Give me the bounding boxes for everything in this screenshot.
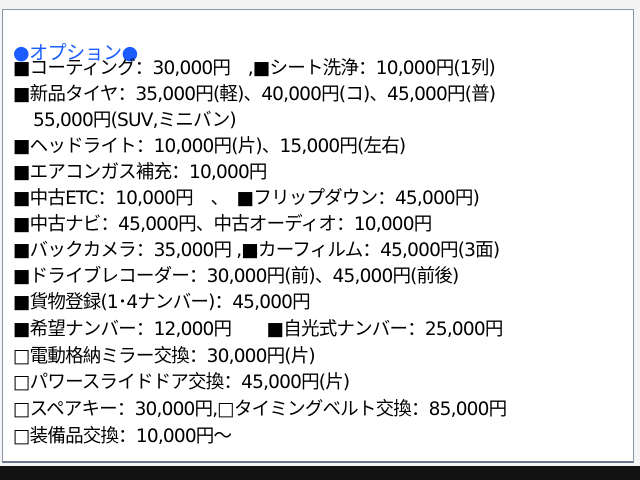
option-line: ■中古ナビ：45,000円、中古オーディオ：10,000円: [13, 214, 432, 235]
option-line: ■エアコンガス補充：10,000円: [13, 162, 267, 183]
option-line: ■コーティング：30,000円 ,■シート洗浄：10,000円(1列): [13, 58, 496, 79]
options-title: ●オプション●: [13, 42, 138, 64]
option-line: □パワースライドドア交換：45,000円(片): [13, 372, 350, 393]
option-line: ■希望ナンバー：12,000円 ■自光式ナンバー：25,000円: [13, 319, 503, 340]
option-line: ■ヘッドライト：10,000円(片)、15,000円(左右): [13, 136, 406, 157]
option-line: □スペアキー：30,000円,□タイミングベルト交換：85,000円: [13, 399, 507, 420]
option-line: □電動格納ミラー交換：30,000円(片): [13, 346, 316, 367]
options-panel: ●オプション● ■コーティング：30,000円 ,■シート洗浄：10,000円(…: [2, 9, 634, 463]
option-line: ■ドライブレコーダー：30,000円(前)、45,000円(前後): [13, 266, 459, 287]
option-line: ■貨物登録(1･4ナンバー)：45,000円: [13, 292, 311, 313]
option-line: ■新品タイヤ：35,000円(軽)、40,000円(コ)、45,000円(普): [13, 84, 496, 105]
option-line: ■バックカメラ：35,000円 ,■カーフィルム：45,000円(3面): [13, 240, 500, 261]
option-line: □装備品交換：10,000円～: [13, 426, 232, 447]
bottom-bar: [0, 466, 640, 480]
option-line: ■中古ETC：10,000円 、 ■フリップダウン：45,000円): [13, 188, 480, 209]
option-line: 55,000円(SUV,ミニバン): [33, 110, 237, 131]
